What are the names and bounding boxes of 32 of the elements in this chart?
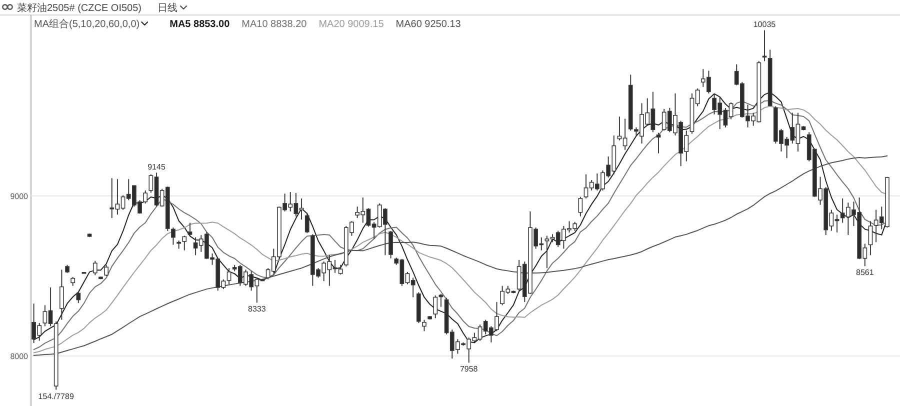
text: MA20 9009.15 bbox=[318, 19, 384, 30]
candlestick bbox=[92, 260, 98, 276]
candlestick bbox=[388, 230, 393, 259]
annotation: 9145 bbox=[148, 162, 166, 172]
text: MA10 8838.20 bbox=[242, 19, 308, 30]
annotation: 10035 bbox=[753, 20, 776, 30]
candlestick bbox=[578, 196, 583, 217]
candlestick bbox=[656, 132, 661, 154]
candlestick bbox=[868, 220, 873, 256]
candlestick bbox=[76, 290, 81, 304]
y-tick-label: 8000 bbox=[10, 352, 29, 361]
candlestick bbox=[104, 264, 108, 277]
annotation: 7958 bbox=[460, 364, 478, 374]
y-tick-label: 9000 bbox=[10, 192, 29, 201]
candlestick bbox=[433, 294, 438, 319]
candlestick bbox=[762, 30, 767, 62]
candlestick bbox=[182, 235, 187, 251]
annotation: 8561 bbox=[856, 268, 874, 278]
annotation: 8333 bbox=[248, 304, 266, 314]
text: MA60 9250.13 bbox=[396, 19, 462, 30]
legend-label: MA5 8853.00 bbox=[170, 19, 230, 30]
annotation: 154./7789 bbox=[38, 392, 74, 401]
candlestick bbox=[188, 222, 192, 236]
candlestick bbox=[304, 213, 310, 234]
candlestick bbox=[171, 227, 176, 246]
chart-subtitle: 日线 bbox=[158, 2, 178, 14]
chart-title: 菜籽油2505# (CZCE OI505) bbox=[17, 2, 142, 14]
candlestick bbox=[438, 293, 444, 308]
candlestick bbox=[59, 269, 64, 320]
line-series bbox=[33, 155, 888, 356]
candlestick bbox=[422, 319, 426, 332]
legend-title: MA组合(5,10,20,60,0,0) bbox=[34, 18, 140, 30]
